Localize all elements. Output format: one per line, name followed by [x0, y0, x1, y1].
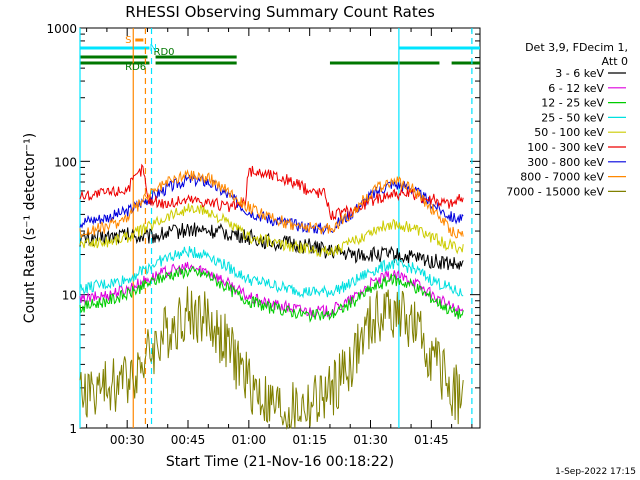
legend-entry-label: 300 - 800 keV	[527, 156, 604, 169]
legend-entry-label: 3 - 6 keV	[555, 67, 604, 80]
legend: Det 3,9, FDecim 1,Att 03 - 6 keV 6 - 12 k…	[506, 41, 628, 198]
axis-ticks: 00:30 00:45 01:00 01:15 01:30 01:45 1 10 100 1000	[46, 22, 480, 447]
x-tick-label: 01:00	[232, 433, 267, 447]
series-line	[79, 265, 464, 323]
footer-date: 1-Sep-2022 17:15	[555, 467, 636, 477]
y-tick-label: 10	[62, 289, 77, 303]
legend-entry-label: 50 - 100 keV	[534, 126, 604, 139]
legend-entry-label: 6 - 12 keV	[548, 82, 604, 95]
legend-header: Att 0	[602, 55, 628, 68]
y-axis-label: Count Rate (s⁻¹ detector⁻¹)	[22, 133, 38, 323]
legend-header: Det 3,9, FDecim 1,	[525, 41, 628, 54]
y-tick-label: 100	[54, 155, 77, 169]
flag-label: RD6	[125, 62, 146, 73]
series-line	[79, 203, 464, 258]
series-layer	[79, 163, 464, 430]
x-axis-label: Start Time (21-Nov-16 00:18:22)	[166, 454, 394, 470]
series-line	[79, 169, 464, 239]
series-line	[79, 286, 464, 430]
legend-entry-label: 800 - 7000 keV	[520, 171, 604, 184]
legend-entry-label: 7000 - 15000 keV	[506, 185, 604, 198]
series-line	[79, 174, 464, 236]
x-tick-label: 01:15	[292, 433, 327, 447]
y-tick-label: 1	[69, 422, 77, 436]
legend-entry-label: 100 - 300 keV	[527, 141, 604, 154]
legend-entry-label: 25 - 50 keV	[541, 111, 604, 124]
x-tick-label: 01:45	[414, 433, 449, 447]
legend-entry-label: 12 - 25 keV	[541, 97, 604, 110]
series-line	[79, 222, 464, 271]
flag-label: N	[149, 43, 156, 54]
flag-label: S	[125, 35, 131, 46]
chart-title: RHESSI Observing Summary Count Rates	[125, 3, 435, 21]
x-tick-label: 01:30	[353, 433, 388, 447]
y-tick-label: 1000	[46, 22, 77, 36]
series-line	[79, 246, 464, 299]
flag-label: RD0	[154, 47, 175, 58]
series-line	[79, 163, 464, 221]
x-tick-label: 00:30	[110, 433, 145, 447]
x-tick-label: 00:45	[171, 433, 206, 447]
